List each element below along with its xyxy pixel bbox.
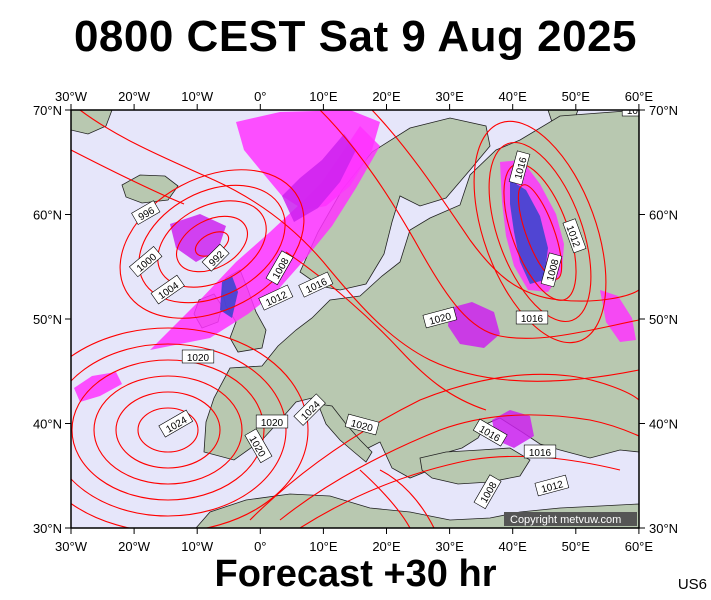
isobar-high-ring <box>71 359 265 501</box>
precip-core-low <box>170 214 226 262</box>
axis-label: 70°N <box>649 103 678 118</box>
axis-label: 60°E <box>625 89 654 104</box>
isobar-line <box>299 455 621 528</box>
axis-label: 20°E <box>372 89 401 104</box>
svg-text:1020: 1020 <box>261 418 284 429</box>
axis-label: 40°E <box>499 89 528 104</box>
precip-ural <box>600 290 636 342</box>
axis-label: 60°E <box>625 539 654 554</box>
isobar-line <box>71 149 185 205</box>
isobar-label: 1020 <box>181 349 215 364</box>
axis-label: 30°E <box>435 539 464 554</box>
axis-label: 20°W <box>118 539 151 554</box>
svg-text:1020: 1020 <box>187 353 210 364</box>
isobar-russia-ring <box>517 184 563 280</box>
axis-label: 30°N <box>33 521 62 536</box>
isobar-label: 1016 <box>621 106 650 117</box>
axis-label: 0° <box>254 539 266 554</box>
axis-label: 30°W <box>55 539 88 554</box>
axis-label: 60°N <box>649 208 678 223</box>
isobar-line <box>79 110 639 382</box>
svg-text:1016: 1016 <box>521 314 544 325</box>
map-title: 0800 CEST Sat 9 Aug 2025 <box>73 12 638 61</box>
isobar-line <box>359 469 411 528</box>
greenland <box>71 110 113 135</box>
isobar-label: 1020 <box>255 414 289 429</box>
isobar-low-ring <box>138 184 286 304</box>
isobar-low-ring <box>176 215 248 273</box>
axis-label: 10°W <box>181 89 214 104</box>
lon-labels-bottom: 30°W 20°W 10°W 0° 10°E 20°E 30°E 40°E 50°E 60°E <box>55 539 653 554</box>
isobar-russia-ring <box>488 141 592 323</box>
isobars <box>71 110 639 528</box>
isobar-high-ring <box>93 375 243 485</box>
italy <box>317 403 373 463</box>
axis-label: 50°N <box>33 312 62 327</box>
isobar-line <box>319 110 639 339</box>
isobar-label: 1016 <box>523 444 557 459</box>
axis-label: 30°W <box>55 89 88 104</box>
axis-label: 50°E <box>562 539 591 554</box>
axis-label: 40°E <box>499 539 528 554</box>
copyright-box: Copyright metvuw.com <box>504 512 637 526</box>
isobar-label: 1016 <box>515 310 549 325</box>
axis-label: 10°E <box>309 89 338 104</box>
isobar-line <box>379 469 435 528</box>
axis-label: 70°N <box>33 103 62 118</box>
lat-labels-left: 70°N 60°N 50°N 40°N 30°N <box>33 103 62 536</box>
graticule-ticks <box>65 104 645 534</box>
axis-label: 40°N <box>649 417 678 432</box>
axis-label: 10°E <box>309 539 338 554</box>
isobar-low-ring <box>157 200 267 288</box>
isobar-high-ring <box>115 391 221 469</box>
forecast-label: Forecast +30 hr <box>214 553 497 595</box>
isobar-high-ring <box>71 343 287 517</box>
svg-text:1016: 1016 <box>627 106 650 117</box>
lat-labels-right: 70°N 60°N 50°N 40°N 30°N <box>649 103 678 536</box>
axis-label: 50°N <box>649 312 678 327</box>
axis-label: 60°N <box>33 208 62 223</box>
axis-label: 40°N <box>33 417 62 432</box>
svg-text:1016: 1016 <box>529 448 552 459</box>
axis-label: 20°W <box>118 89 151 104</box>
isobar-high-ring <box>71 327 309 528</box>
axis-label: 20°E <box>372 539 401 554</box>
isobar-low-ring <box>119 169 305 319</box>
precip-ukraine <box>448 302 500 348</box>
isobar-line <box>371 110 639 302</box>
axis-label: 10°W <box>181 539 214 554</box>
precip-core-norway <box>282 134 356 222</box>
isobar-russia-ring <box>473 120 607 344</box>
isobar-line <box>249 373 639 521</box>
isobar-high-ring <box>137 407 199 453</box>
copyright-text: Copyright metvuw.com <box>510 514 621 526</box>
model-code: US6 <box>677 576 707 593</box>
axis-label: 50°E <box>562 89 591 104</box>
axis-label: 30°E <box>435 89 464 104</box>
precip-azores <box>74 372 122 402</box>
axis-label: 30°N <box>649 521 678 536</box>
axis-label: 0° <box>254 89 266 104</box>
lon-labels-top: 30°W 20°W 10°W 0° 10°E 20°E 30°E 40°E 50°E 60°E <box>55 89 653 104</box>
